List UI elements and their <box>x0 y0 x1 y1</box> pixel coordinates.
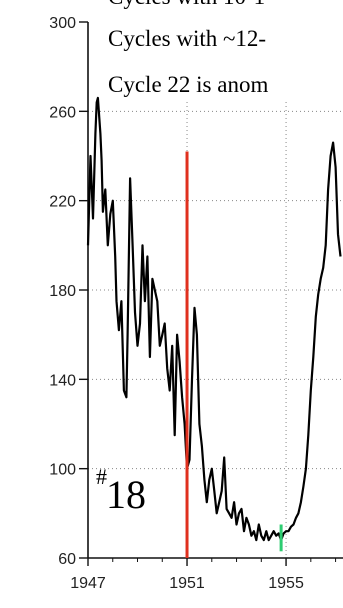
y-tick-label: 220 <box>49 194 76 211</box>
series-layer <box>86 96 342 542</box>
marker-layer <box>185 151 283 558</box>
series-line <box>86 96 342 542</box>
tick-labels: 60 100 140 180 220 260 300 1947 1951 1955 <box>49 15 304 592</box>
cycle-label: 18 <box>106 472 146 517</box>
y-tick-label: 140 <box>49 372 76 389</box>
x-tick-label: 1947 <box>70 575 106 592</box>
y-tick-label: 260 <box>49 104 76 121</box>
tick-marks <box>79 21 337 566</box>
x-tick-label: 1955 <box>268 575 304 592</box>
x-tick-label: 1951 <box>169 575 205 592</box>
y-tick-label: 180 <box>49 283 76 300</box>
y-tick-label: 300 <box>49 15 76 32</box>
cycle-label-prefix: # <box>96 464 107 489</box>
y-tick-label: 60 <box>58 551 76 568</box>
annotation-line-2: Cycles with ~12- <box>108 26 266 51</box>
annotation-line-1: Cycles with 10-1 <box>108 0 265 9</box>
annotation-line-3: Cycle 22 is anom <box>108 72 268 97</box>
y-tick-label: 100 <box>49 462 76 479</box>
